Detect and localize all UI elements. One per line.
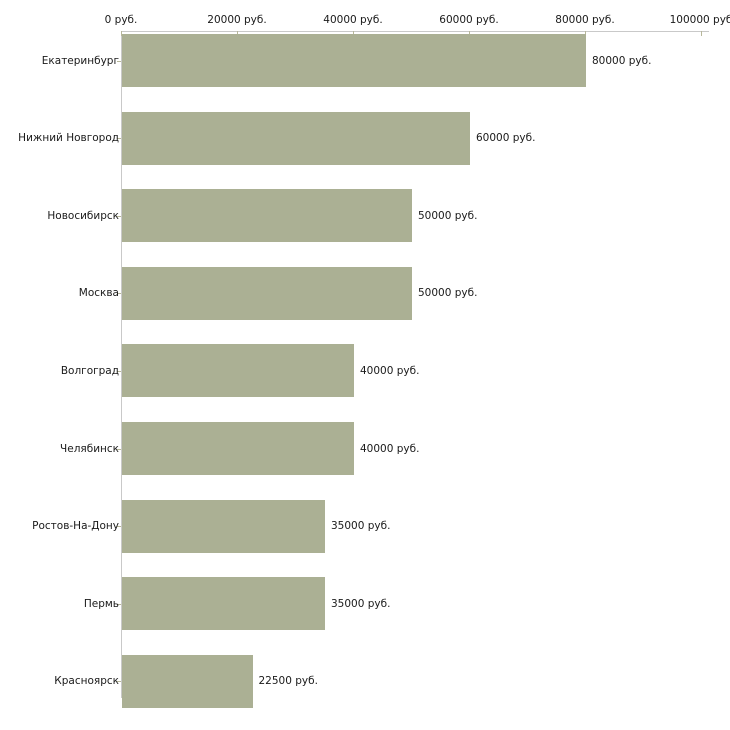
bar[interactable] — [122, 34, 586, 87]
y-axis-tick — [117, 526, 121, 528]
category-label: Екатеринбург — [41, 54, 119, 67]
category-label: Новосибирск — [47, 209, 119, 222]
bar-value-label: 80000 руб. — [592, 54, 652, 67]
bar-value-label: 22500 руб. — [258, 675, 318, 688]
category-label: Красноярск — [54, 675, 119, 688]
bar-value-label: 35000 руб. — [331, 520, 391, 533]
x-axis-tick-label: 60000 руб. — [439, 14, 499, 26]
x-axis-tick — [353, 31, 354, 36]
x-axis-line — [121, 31, 709, 32]
bar[interactable] — [122, 266, 412, 320]
category-label: Волгоград — [60, 364, 119, 377]
x-axis-tick — [237, 31, 238, 36]
y-axis-tick — [117, 138, 121, 140]
y-axis-tick — [117, 370, 121, 372]
bar[interactable] — [122, 499, 325, 553]
bar[interactable] — [122, 189, 412, 243]
category-label: Москва — [78, 287, 119, 300]
bar[interactable] — [122, 422, 354, 475]
bar-value-label: 50000 руб. — [418, 209, 478, 222]
y-axis-tick — [117, 603, 121, 605]
x-axis-tick-label: 100000 руб — [669, 14, 730, 26]
bar-value-label: 35000 руб. — [331, 597, 391, 610]
category-label: Нижний Новгород — [18, 132, 119, 145]
x-axis-tick-label: 80000 руб. — [555, 14, 615, 26]
y-axis-tick — [117, 681, 121, 683]
bar[interactable] — [122, 654, 253, 708]
bar-value-label: 40000 руб. — [360, 364, 420, 377]
y-axis-tick — [117, 215, 121, 217]
bar-value-label: 40000 руб. — [360, 442, 420, 455]
category-label: Челябинск — [60, 442, 119, 455]
x-axis-tick-label: 20000 руб. — [207, 14, 267, 26]
x-axis-tick-label: 0 руб. — [104, 14, 138, 26]
y-axis-tick — [117, 293, 121, 295]
x-axis-tick — [469, 31, 470, 36]
x-axis-tick — [701, 31, 702, 36]
bar[interactable] — [122, 344, 354, 398]
category-label: Ростов-На-Дону — [32, 520, 119, 533]
bar-value-label: 50000 руб. — [418, 287, 478, 300]
bar[interactable] — [122, 111, 470, 165]
bar-value-label: 60000 руб. — [476, 132, 536, 145]
y-axis-tick — [117, 448, 121, 450]
x-axis-tick — [585, 31, 586, 36]
bar[interactable] — [122, 577, 325, 631]
x-axis-tick — [121, 31, 122, 36]
category-label: Пермь — [83, 597, 119, 610]
x-axis-tick-label: 40000 руб. — [323, 14, 383, 26]
y-axis-tick — [117, 60, 121, 62]
y-axis-line — [121, 31, 122, 698]
